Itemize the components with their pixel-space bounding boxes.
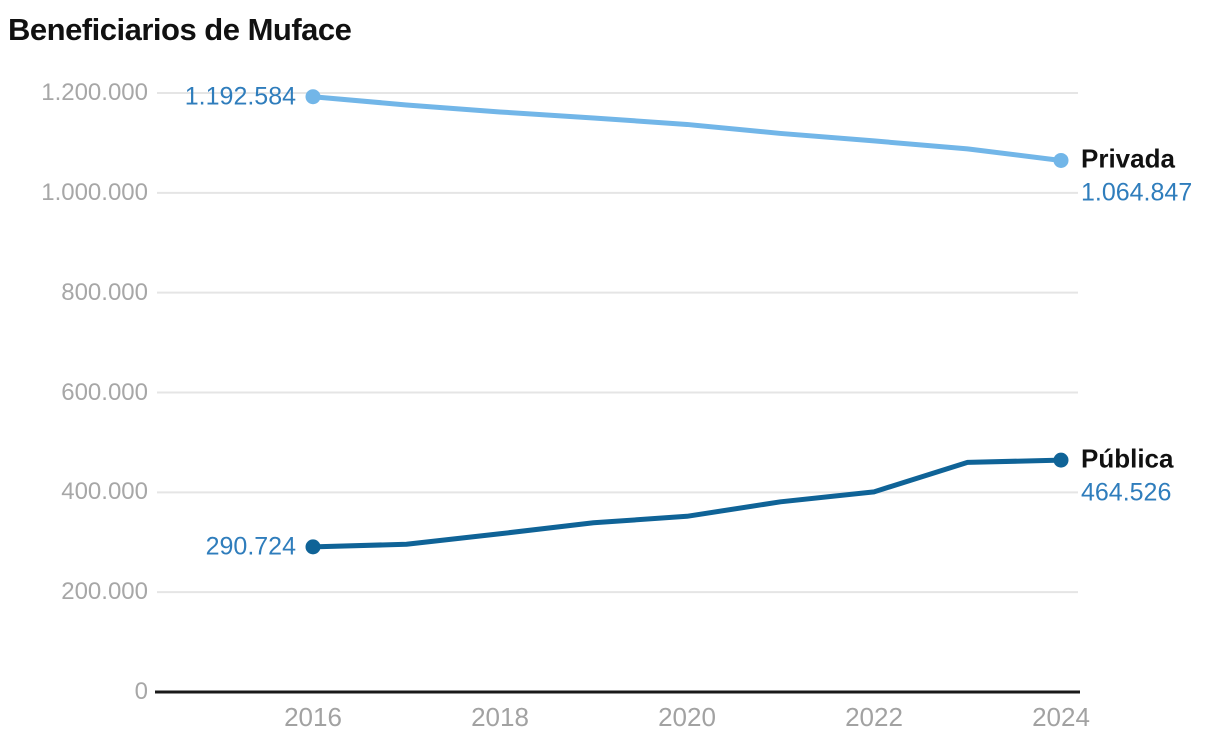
series-end-value-label: 1.064.847 — [1081, 178, 1193, 207]
series-end-marker — [1053, 152, 1069, 168]
page-title: Beneficiarios de Muface — [8, 12, 352, 47]
series-end-value-label: 464.526 — [1081, 478, 1172, 507]
series-line-privada — [310, 94, 1064, 163]
y-tick-label: 600.000 — [61, 378, 148, 406]
series-name-label: Pública — [1081, 443, 1174, 474]
y-tick-label: 0 — [134, 677, 148, 705]
series-start-value-label: 1.192.584 — [184, 81, 296, 110]
series-line-publica — [310, 457, 1064, 550]
x-tick-label: 2020 — [658, 702, 716, 732]
series-start-value-label: 290.724 — [205, 532, 296, 561]
series-end-marker — [1053, 452, 1069, 468]
x-tick-label: 2022 — [845, 702, 903, 732]
y-tick-label: 1.000.000 — [41, 178, 148, 206]
x-tick-label: 2024 — [1032, 702, 1090, 732]
y-tick-label: 1.200.000 — [41, 78, 148, 106]
series-start-marker — [305, 539, 321, 555]
series-name-label: Privada — [1081, 144, 1175, 175]
series-start-marker — [305, 89, 321, 105]
y-tick-label: 800.000 — [61, 278, 148, 306]
y-tick-label: 400.000 — [61, 478, 148, 506]
x-tick-label: 2018 — [471, 702, 529, 732]
y-tick-label: 200.000 — [61, 577, 148, 605]
x-tick-label: 2016 — [284, 702, 342, 732]
